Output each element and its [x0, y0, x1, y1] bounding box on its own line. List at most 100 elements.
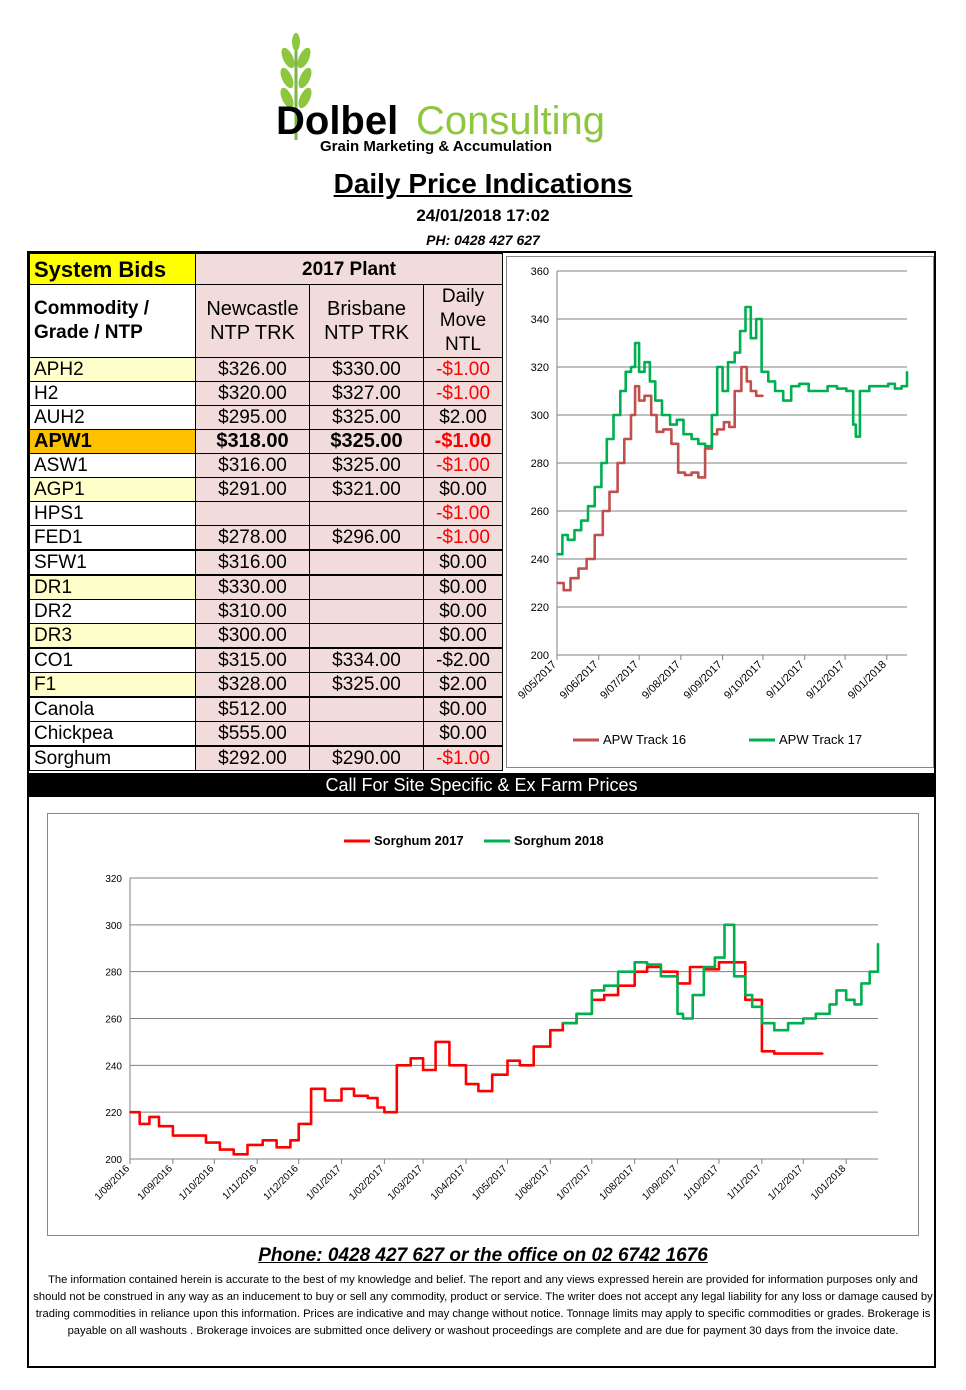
data-point — [395, 1064, 398, 1067]
logo-tagline: Grain Marketing & Accumulation — [320, 138, 552, 155]
series-line-2 — [562, 923, 880, 1032]
x-tick-label: 1/07/2017 — [555, 1163, 595, 1203]
commodity-name: AGP1 — [29, 477, 196, 502]
data-point — [148, 1116, 151, 1118]
data-point — [723, 421, 725, 424]
data-point — [854, 435, 857, 438]
data-point — [634, 342, 636, 344]
daily-move: -$1.00 — [423, 357, 503, 382]
x-tick-label: 9/01/2018 — [846, 659, 889, 702]
data-point — [556, 582, 558, 584]
x-tick-label: 1/11/2016 — [221, 1163, 260, 1202]
x-tick-label: 1/01/2017 — [304, 1163, 344, 1203]
data-point — [289, 1139, 292, 1142]
data-point — [587, 505, 589, 508]
y-tick-label: 200 — [531, 650, 549, 662]
newcastle-price: $330.00 — [195, 574, 310, 600]
data-point — [646, 963, 648, 966]
data-point — [836, 387, 838, 390]
data-point — [617, 970, 619, 973]
data-point — [821, 1052, 824, 1055]
brisbane-price: $290.00 — [309, 745, 424, 771]
data-point — [434, 1041, 437, 1043]
brisbane-price — [309, 721, 424, 747]
daily-move: -$1.00 — [423, 501, 503, 526]
y-tick-label: 240 — [531, 554, 549, 566]
data-point — [605, 438, 608, 440]
data-point — [638, 399, 640, 402]
apw-track-chart: 200 220 240 260 280 300 320 340 360 9/05/20179/06… — [516, 266, 909, 747]
x-tick-label: 1/10/2016 — [177, 1163, 217, 1203]
brisbane-price: $325.00 — [309, 672, 424, 698]
newcastle-price: $328.00 — [195, 672, 310, 698]
report-frame — [27, 251, 936, 1368]
data-point — [608, 490, 611, 493]
data-point — [376, 1106, 379, 1109]
legend-label: Sorghum 2018 — [514, 833, 604, 848]
data-point — [676, 1012, 679, 1015]
data-point — [519, 1064, 521, 1067]
data-point — [310, 1087, 312, 1090]
data-point — [324, 1099, 326, 1102]
data-point — [690, 438, 693, 440]
data-point — [760, 370, 763, 373]
data-point — [826, 385, 829, 388]
brisbane-price — [309, 599, 424, 624]
plant-header: 2017 Plant — [195, 253, 503, 285]
data-point — [744, 994, 747, 996]
table-row: Chickpea $555.00 $0.00 — [29, 721, 503, 747]
data-point — [807, 390, 810, 392]
data-point — [491, 1073, 494, 1076]
table-row: DR1 $330.00 $0.00 — [29, 574, 503, 600]
data-point — [751, 1005, 754, 1008]
commodity-name: ASW1 — [29, 453, 196, 478]
wheat-icon — [280, 33, 312, 140]
data-point — [172, 1134, 174, 1137]
data-point — [549, 1029, 552, 1032]
commodity-name: CO1 — [29, 647, 196, 673]
data-point — [633, 961, 636, 964]
data-point — [859, 390, 861, 392]
daily-move: $0.00 — [423, 549, 503, 576]
table-row: ASW1 $316.00 $325.00 -$1.00 — [29, 453, 503, 478]
data-point — [682, 433, 685, 436]
series-line-2 — [557, 305, 909, 556]
x-tick-label: 1/08/2017 — [598, 1163, 638, 1203]
daily-move: $0.00 — [423, 477, 503, 502]
legend-label: Sorghum 2017 — [374, 833, 464, 848]
brisbane-price: $325.00 — [309, 429, 424, 454]
logo-brand-left: Dolbel — [276, 99, 398, 143]
data-point — [191, 1134, 194, 1137]
data-point — [630, 366, 632, 368]
data-point — [655, 430, 658, 433]
data-point — [727, 361, 729, 364]
data-point — [773, 1052, 776, 1055]
data-point — [900, 385, 903, 388]
daily-move: $2.00 — [423, 405, 503, 430]
data-point — [643, 394, 646, 397]
y-tick-label: 240 — [105, 1061, 122, 1072]
data-point — [219, 1148, 221, 1151]
table-row: DR3 $300.00 $0.00 — [29, 623, 503, 649]
data-point — [704, 445, 706, 448]
data-point — [569, 577, 572, 580]
data-point — [654, 399, 657, 402]
commodity-name: APW1 — [29, 429, 196, 454]
daily-move: -$1.00 — [423, 429, 503, 454]
brisbane-price: $330.00 — [309, 357, 424, 382]
data-point — [383, 1111, 386, 1114]
newcastle-price: $315.00 — [195, 647, 310, 673]
data-point — [723, 923, 726, 926]
data-point — [877, 942, 879, 945]
y-tick-label: 320 — [531, 362, 549, 374]
data-point — [733, 351, 736, 354]
data-point — [580, 519, 583, 522]
data-point — [634, 385, 636, 388]
data-point — [716, 366, 719, 368]
data-point — [275, 1146, 278, 1149]
data-point — [638, 370, 640, 373]
legend-label: APW Track 16 — [603, 732, 686, 747]
data-point — [662, 428, 665, 431]
newcastle-price: $316.00 — [195, 549, 310, 576]
legend-label: APW Track 17 — [779, 732, 862, 747]
